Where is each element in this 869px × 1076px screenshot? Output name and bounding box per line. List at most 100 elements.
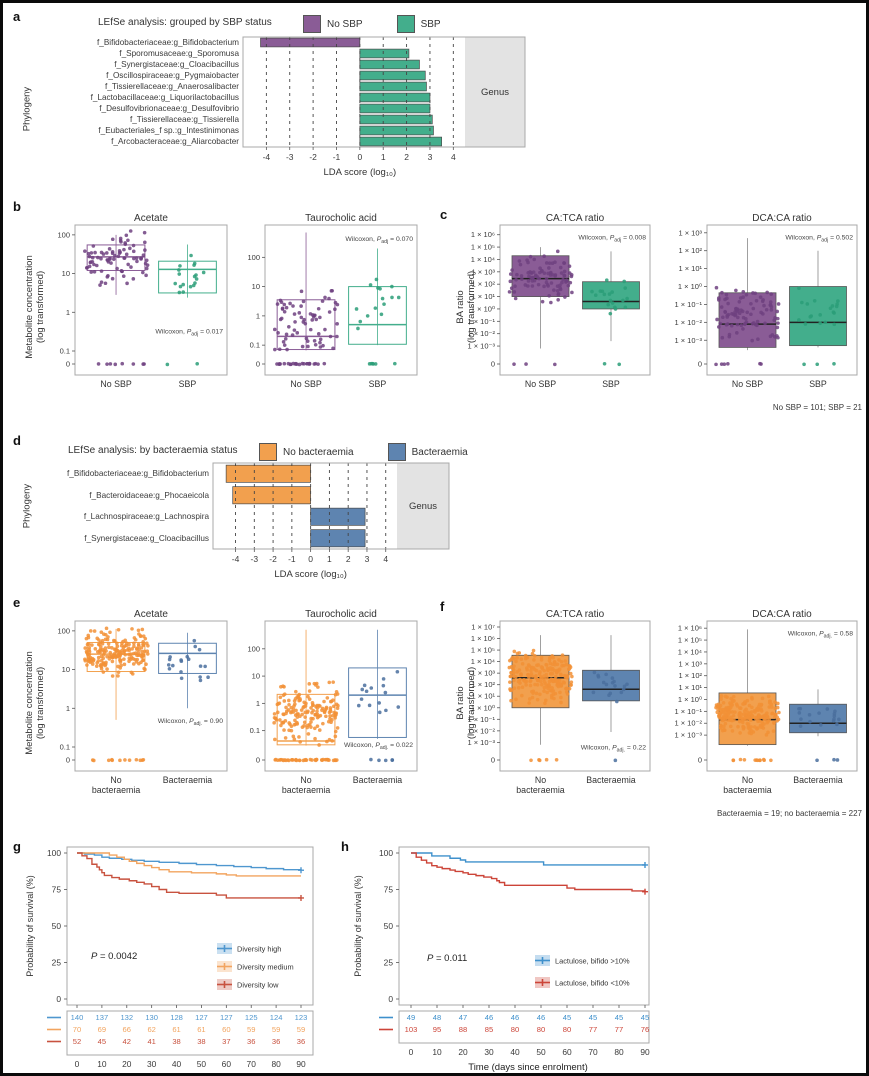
data-point: [519, 274, 524, 278]
data-point: [622, 684, 627, 689]
data-point: [566, 283, 571, 288]
zero-point: [92, 758, 96, 763]
zero-point: [110, 758, 115, 763]
risk-count: 38: [197, 1037, 205, 1046]
data-point: [123, 638, 128, 643]
x-tick-label: 4: [451, 152, 456, 162]
data-point: [139, 256, 143, 261]
data-point: [132, 644, 136, 649]
data-point: [738, 717, 742, 722]
data-point: [109, 654, 114, 659]
data-point: [758, 295, 763, 299]
sbp-legend-label: SBP: [420, 18, 441, 30]
data-point: [530, 674, 535, 678]
data-point: [533, 274, 538, 279]
data-point: [327, 310, 332, 314]
data-point: [559, 659, 564, 664]
data-point: [143, 248, 147, 252]
data-point: [356, 703, 361, 708]
data-point: [508, 680, 512, 684]
data-point: [519, 657, 524, 661]
data-point: [90, 662, 95, 666]
zero-point: [304, 757, 308, 762]
y-tick-label: 100: [47, 848, 61, 858]
risk-count: 59: [247, 1025, 255, 1034]
data-point: [282, 343, 287, 347]
panel-a: a LEfSe analysis: grouped by SBP status …: [11, 9, 863, 195]
scatter-box-plot: 1 × 10³ 1 × 10² 1 × 10¹ 1 × 10⁰ 1 × 10⁻¹ 1 × …: [674, 224, 858, 389]
x-tick-label: -1: [333, 152, 341, 162]
x-tick-label: 10: [432, 1047, 442, 1057]
panel-b-ylabel-line1: Metabolite concentration: [24, 255, 35, 359]
data-point: [144, 662, 148, 667]
data-point: [730, 729, 735, 733]
data-point: [722, 724, 726, 729]
zero-point: [326, 758, 330, 762]
data-point: [86, 654, 91, 659]
data-point: [95, 660, 100, 665]
data-point: [297, 735, 301, 739]
y-tick-label: 1 × 10¹: [471, 692, 495, 701]
data-point: [536, 677, 541, 682]
data-point: [135, 259, 139, 264]
data-point: [284, 711, 288, 716]
plot-border: [398, 846, 650, 1006]
data-point: [590, 289, 594, 294]
data-point: [723, 707, 728, 712]
data-point: [93, 647, 98, 651]
data-point: [723, 721, 728, 726]
data-point: [527, 697, 532, 701]
data-point: [120, 641, 124, 645]
data-point: [562, 269, 567, 274]
data-point: [316, 332, 321, 336]
data-point: [546, 686, 550, 690]
data-point: [145, 649, 150, 654]
zero-point: [553, 362, 557, 367]
data-point: [87, 648, 91, 652]
x-tick-label: 0: [75, 1059, 80, 1069]
data-point: [733, 710, 737, 714]
legend-item-no-sbp: No SBP: [303, 15, 363, 33]
data-point: [772, 720, 776, 725]
data-point: [115, 266, 119, 271]
group-label: SBP: [179, 379, 197, 389]
data-point: [832, 322, 837, 327]
category-label: f_Bifidobacteriaceae:g_Bifidobacterium: [66, 469, 209, 478]
data-point: [117, 249, 122, 253]
data-point: [283, 337, 288, 341]
y-tick-label: 25: [52, 958, 62, 968]
data-point: [520, 685, 525, 689]
data-point: [112, 257, 116, 261]
y-tick-label: 1 × 10²: [678, 671, 702, 680]
x-tick-label: 60: [562, 1047, 572, 1057]
data-point: [528, 679, 533, 684]
data-point: [377, 701, 381, 705]
data-point: [104, 251, 109, 255]
data-point: [94, 664, 99, 668]
zero-point: [602, 361, 607, 366]
data-point: [88, 660, 93, 665]
p-value: P = 0.0042: [91, 951, 137, 962]
lefse-bar: [310, 507, 366, 526]
data-point: [545, 666, 550, 671]
zero-point: [390, 758, 395, 762]
data-point: [302, 724, 306, 728]
data-point: [103, 663, 107, 668]
data-point: [769, 308, 774, 312]
data-point: [547, 261, 552, 265]
lefse-plot: Genus -4 -3 -2 -1 0 1 2 3 4 LDA score (log₁₀): [242, 36, 526, 178]
data-point: [178, 284, 183, 289]
y-tick-label: 0.1: [60, 347, 70, 356]
data-point: [194, 277, 199, 281]
data-point: [327, 710, 332, 715]
legend-label: Lactulose, bifido <10%: [555, 979, 630, 988]
data-point: [530, 695, 535, 700]
data-point: [832, 714, 837, 718]
data-point: [113, 639, 117, 643]
y-tick-label: 10: [252, 672, 260, 681]
data-point: [277, 347, 282, 352]
data-point: [515, 651, 520, 656]
x-tick-label: 60: [222, 1059, 232, 1069]
data-point: [318, 315, 322, 320]
